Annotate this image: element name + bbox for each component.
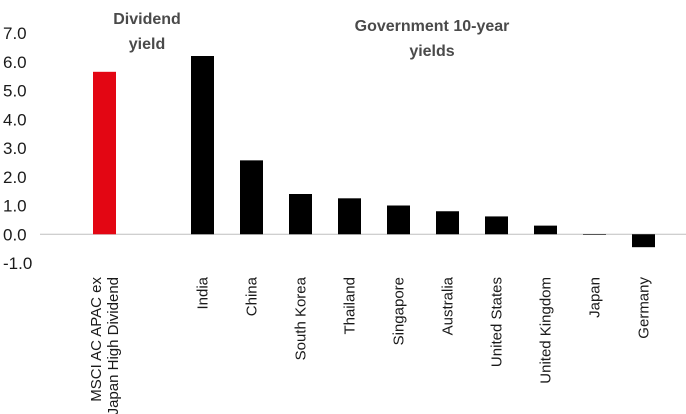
annotations: Dividend yield Government 10-year yields xyxy=(113,11,509,60)
bars xyxy=(93,56,655,248)
y-tick-label: 3.0 xyxy=(3,139,27,158)
bar xyxy=(436,211,459,235)
bar xyxy=(93,71,116,235)
category-label: Australia xyxy=(440,276,457,335)
annotation-dividend-yield: Dividend xyxy=(113,11,181,28)
category-label: Thailand xyxy=(342,277,359,335)
annotation-dividend-yield: yield xyxy=(129,36,165,53)
bar xyxy=(485,216,508,235)
y-tick-label: 7.0 xyxy=(3,24,27,43)
bar xyxy=(632,234,655,248)
y-tick-label: 0.0 xyxy=(3,225,27,244)
y-tick-label: 1.0 xyxy=(3,197,27,216)
y-axis-ticks: 7.0 6.0 5.0 4.0 3.0 2.0 1.0 0.0 -1.0 xyxy=(3,24,32,273)
bar xyxy=(289,194,312,235)
category-label: Japan High Dividend xyxy=(105,277,122,414)
category-label: Singapore xyxy=(391,277,408,345)
bar xyxy=(191,56,214,235)
category-labels: MSCI AC APAC ex Japan High Dividend India C… xyxy=(88,276,653,414)
y-tick-label: 4.0 xyxy=(3,110,27,129)
category-label: South Korea xyxy=(293,276,310,360)
category-label: Japan xyxy=(587,277,604,318)
annotation-government-yields: Government 10-year xyxy=(355,18,510,35)
y-tick-label: 5.0 xyxy=(3,82,27,101)
y-tick-label: 6.0 xyxy=(3,53,27,72)
bar xyxy=(338,198,361,235)
category-label: United States xyxy=(489,277,506,367)
category-label: MSCI AC APAC ex xyxy=(88,277,105,402)
annotation-government-yields: yields xyxy=(409,43,454,60)
y-tick-label: -1.0 xyxy=(3,254,32,273)
y-tick-label: 2.0 xyxy=(3,168,27,187)
bar xyxy=(240,160,263,235)
bar xyxy=(387,205,410,235)
category-label: United Kingdom xyxy=(538,277,555,384)
bar xyxy=(583,234,606,235)
category-label: Germany xyxy=(636,277,653,339)
category-label: India xyxy=(195,276,212,309)
category-label: China xyxy=(244,276,261,316)
bar xyxy=(534,225,557,235)
